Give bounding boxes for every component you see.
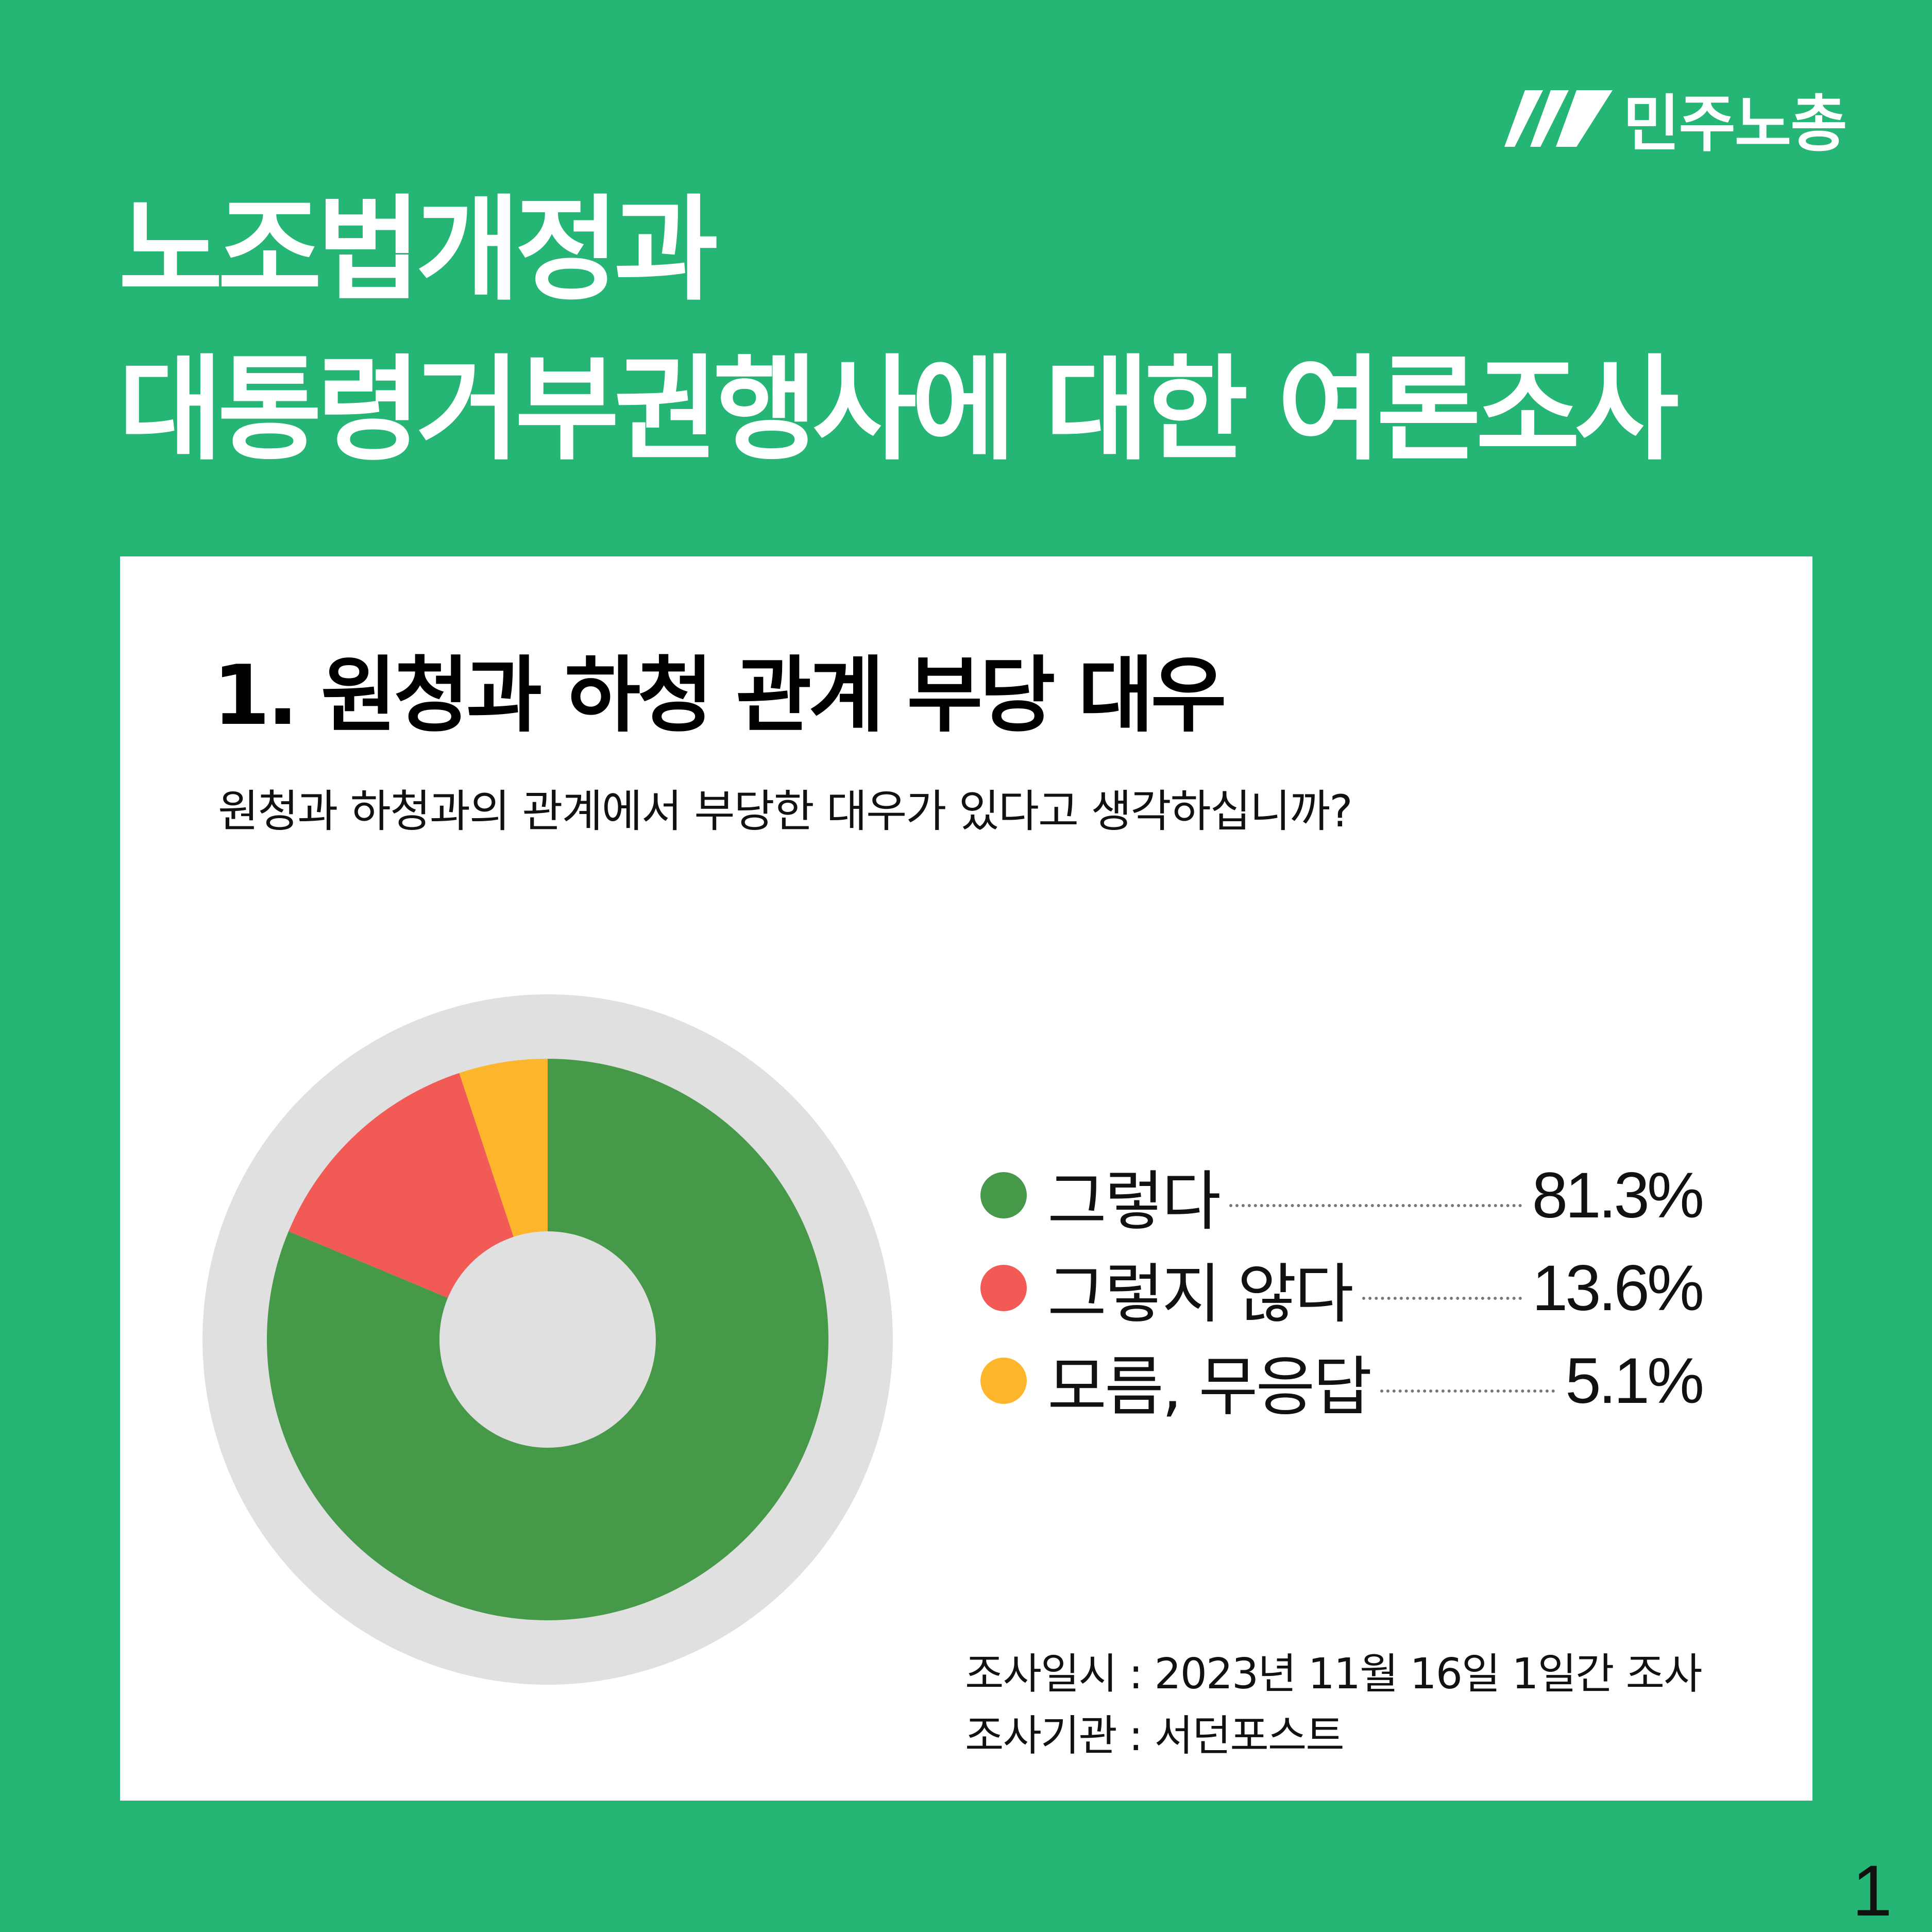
legend-leader: [1229, 1204, 1522, 1207]
donut-hole: [439, 1231, 656, 1448]
legend-dot-icon: [980, 1358, 1027, 1404]
legend-label: 그렇지 않다: [1047, 1257, 1354, 1332]
legend-value: 5.1%: [1565, 1345, 1704, 1417]
page-number: 1: [1852, 1850, 1892, 1931]
chart-legend: 그렇다 81.3% 그렇지 않다 13.6% 모름, 무응답 5.1%: [980, 1149, 1704, 1427]
legend-item-no: 그렇지 않다 13.6%: [980, 1242, 1704, 1334]
donut-chart: [202, 994, 893, 1685]
legend-dot-icon: [980, 1265, 1027, 1311]
legend-dot-icon: [980, 1172, 1027, 1218]
legend-item-yes: 그렇다 81.3%: [980, 1149, 1704, 1242]
survey-date: 조사일시 : 2023년 11월 16일 1일간 조사: [965, 1650, 1702, 1699]
page-title-line2: 대통령거부권행사에 대한 여론조사: [118, 344, 1679, 476]
brand-mark-icon: [1504, 90, 1613, 147]
legend-value: 81.3%: [1532, 1159, 1704, 1231]
survey-question: 원청과 하청과의 관계에서 부당한 대우가 있다고 생각하십니까?: [218, 786, 1353, 837]
legend-item-unknown: 모름, 무응답 5.1%: [980, 1334, 1704, 1427]
survey-footnote: 조사일시 : 2023년 11월 16일 1일간 조사 조사기관 : 서던포스트: [965, 1643, 1702, 1767]
legend-leader: [1362, 1297, 1522, 1300]
page-title: 노조법개정과 대통령거부권행사에 대한 여론조사: [118, 170, 1679, 489]
legend-value: 13.6%: [1532, 1252, 1704, 1324]
page-title-line1: 노조법개정과: [118, 184, 718, 316]
survey-card: 1. 원청과 하청 관계 부당 대우 원청과 하청과의 관계에서 부당한 대우가…: [120, 556, 1812, 1801]
brand-name: 민주노총: [1623, 89, 1848, 160]
legend-label: 그렇다: [1047, 1164, 1221, 1239]
section-title: 1. 원청과 하청 관계 부당 대우: [213, 647, 1227, 743]
legend-leader: [1380, 1389, 1555, 1393]
brand-logo: 민주노총: [1504, 82, 1848, 160]
legend-label: 모름, 무응답: [1047, 1349, 1372, 1425]
survey-org: 조사기관 : 서던포스트: [965, 1711, 1345, 1760]
